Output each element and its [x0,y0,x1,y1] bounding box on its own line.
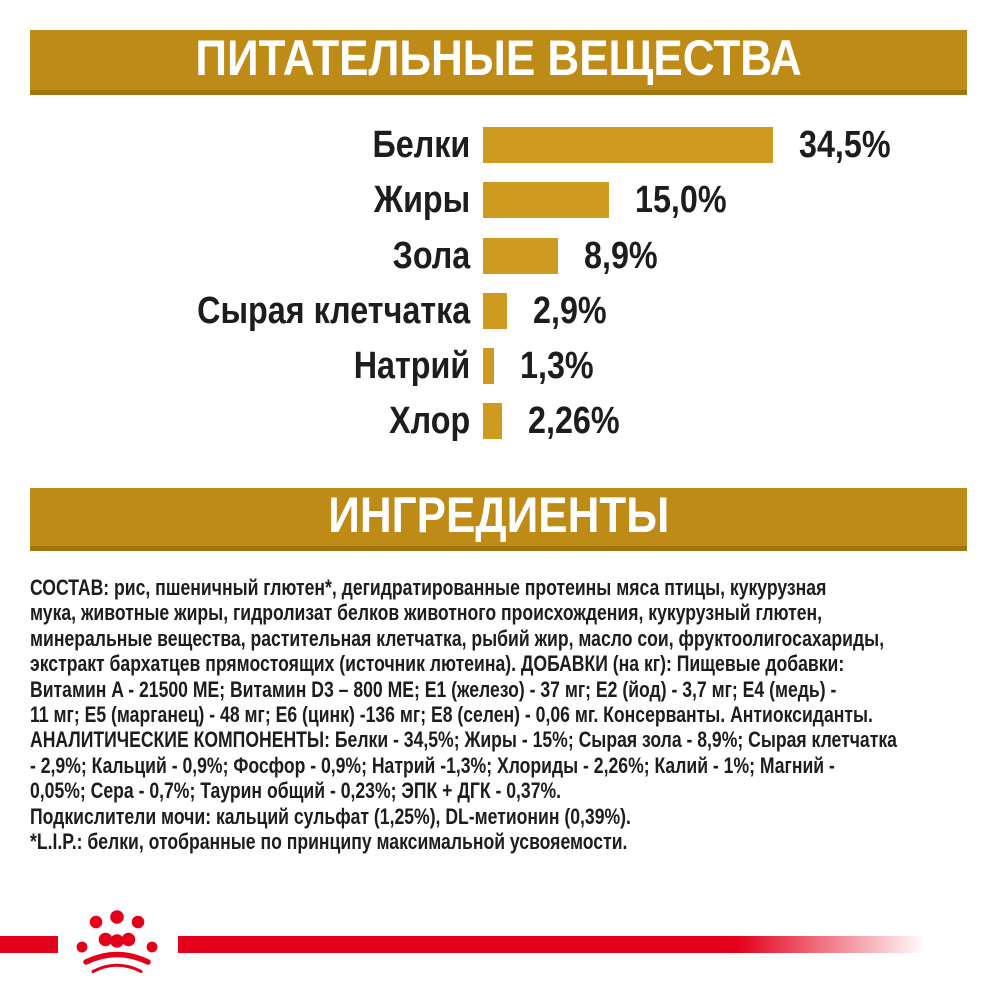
nutrient-label: Белки [372,124,471,166]
nutrient-value: 8,9% [584,235,658,277]
nutrient-value: 34,5% [799,124,891,166]
crown-base-arcs [83,951,151,973]
nutrients-banner: ПИТАТЕЛЬНЫЕ ВЕЩЕСТВА [30,30,967,95]
ingredients-banner: ИНГРЕДИЕНТЫ [30,488,967,551]
nutrient-bar [483,403,502,439]
nutrient-bar [483,182,609,218]
chart-row: Белки 34,5% [0,124,907,166]
nutrient-label: Хлор [389,400,471,442]
royal-canin-crown-icon [76,910,158,973]
nutrient-value: 15,0% [635,179,727,221]
nutrient-label: Зола [392,235,471,277]
nutrient-bar [483,348,494,384]
nutrient-label: Сырая клетчатка [197,290,471,332]
crown-dots [76,910,158,953]
ingredients-banner-title: ИНГРЕДИЕНТЫ [327,487,670,543]
nutrient-value: 2,9% [533,290,607,332]
nutrient-bar [483,238,558,274]
chart-row: Натрий 1,3% [0,345,607,387]
chart-row: Сырая клетчатка 2,9% [0,290,620,332]
brand-red-line-left [0,936,58,953]
nutrient-bar [483,127,773,163]
nutrient-label: Натрий [353,345,471,387]
chart-row: Зола 8,9% [0,235,671,277]
nutrients-banner-title: ПИТАТЕЛЬНЫЕ ВЕЩЕСТВА [195,30,802,86]
chart-row: Жиры 15,0% [0,179,743,221]
nutrient-bar [483,293,507,329]
chart-row: Хлор 2,26% [0,400,636,442]
nutrient-value: 2,26% [528,400,620,442]
nutrient-label: Жиры [373,179,471,221]
nutrient-value: 1,3% [520,345,594,387]
brand-red-line-right [178,936,1000,953]
composition-text: СОСТАВ: рис, пшеничный глютен*, дегидрат… [30,575,897,855]
